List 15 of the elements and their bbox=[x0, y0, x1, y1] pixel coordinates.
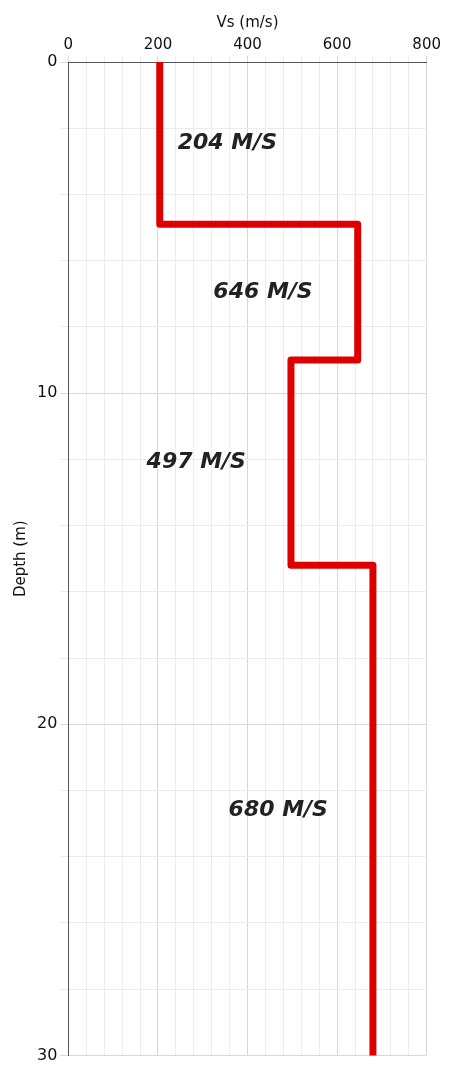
y-tick-label: 0 bbox=[47, 51, 58, 71]
annotation: 204 M/S bbox=[177, 128, 278, 154]
annotation: 497 M/S bbox=[145, 448, 246, 474]
annotation: 680 M/S bbox=[228, 796, 328, 822]
x-tick-label: 200 bbox=[143, 34, 173, 53]
x-axis-title: Vs (m/s) bbox=[216, 12, 279, 31]
x-tick-label: 400 bbox=[233, 34, 262, 53]
y-tick-label: 20 bbox=[37, 713, 58, 733]
x-tick-label: 0 bbox=[63, 34, 74, 53]
y-tick-label: 10 bbox=[37, 382, 58, 402]
y-tick-label: 30 bbox=[37, 1044, 58, 1064]
annotation: 646 M/S bbox=[213, 277, 313, 303]
y-axis-title: Depth (m) bbox=[10, 520, 29, 598]
x-tick-label: 600 bbox=[322, 34, 352, 53]
x-tick-label: 800 bbox=[412, 34, 442, 53]
